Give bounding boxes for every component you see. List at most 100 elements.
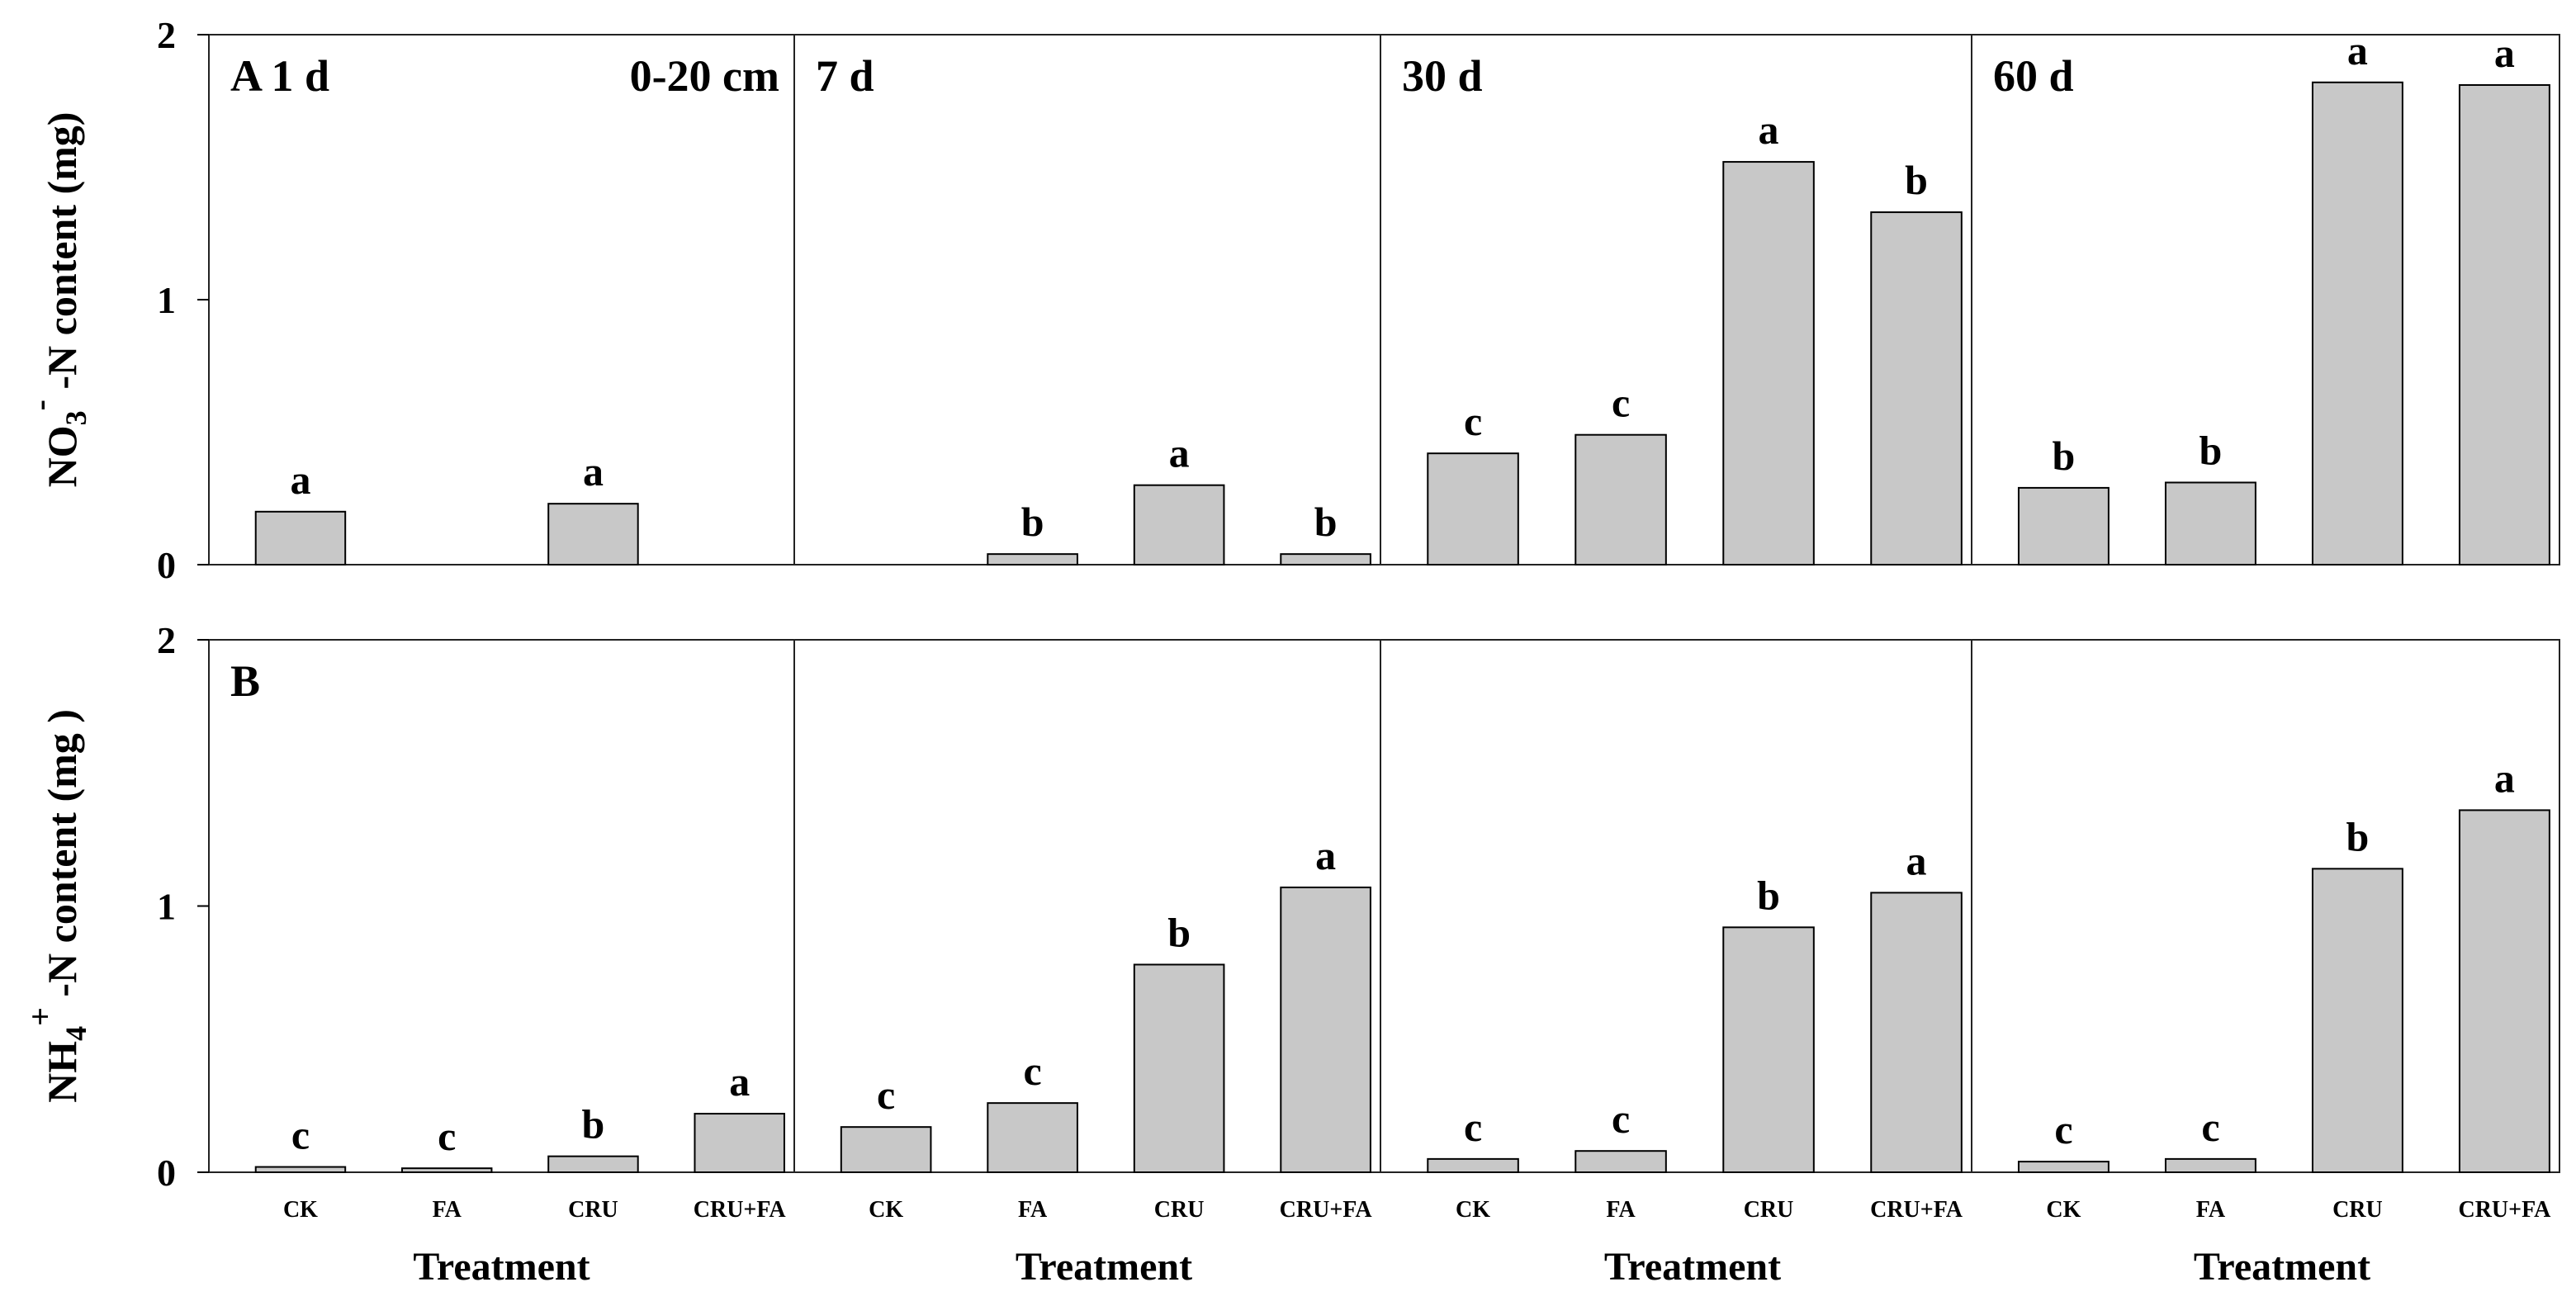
bar	[2311, 868, 2403, 1173]
bar	[1280, 886, 1371, 1174]
significance-letter: c	[1612, 380, 1630, 426]
bars	[254, 81, 2550, 1174]
significance-letter: b	[1905, 157, 1928, 203]
category-tick-label: CK	[869, 1197, 903, 1223]
bar	[987, 1102, 1078, 1174]
category-tick-label: CRU	[2332, 1197, 2383, 1223]
bar	[1280, 553, 1371, 565]
bar	[694, 1113, 785, 1174]
y-axis-label: NO3- -N content (mg)	[21, 112, 92, 488]
text-layer: 0 1 2 NO3- -N content (mg) A 1 d 0-20 cm a a 7 d…	[21, 14, 2551, 1289]
x-axis-label: Treatment	[1016, 1245, 1192, 1289]
category-tick-label: FA	[2196, 1197, 2226, 1223]
category-tick-label: CRU+FA	[694, 1197, 787, 1223]
x-axis-label: Treatment	[1604, 1245, 1781, 1289]
significance-letter: c	[438, 1113, 456, 1159]
x-axis-label: Treatment	[2194, 1245, 2370, 1289]
bar	[1870, 892, 1963, 1173]
category-tick-label: FA	[1606, 1197, 1636, 1223]
significance-letter: c	[1464, 1104, 1482, 1150]
y-axis-label-base: NO	[39, 425, 85, 487]
y-tick-label: 0	[157, 1152, 176, 1194]
y-tick-label: 1	[157, 279, 176, 321]
category-tick-label: CRU+FA	[1870, 1197, 1963, 1223]
y-axis-label-base: NH	[39, 1041, 85, 1103]
significance-letter: b	[582, 1101, 605, 1147]
x-axis-label: Treatment	[413, 1245, 590, 1289]
y-tick-label: 2	[157, 14, 176, 56]
bar	[840, 1126, 932, 1174]
bar	[2458, 809, 2550, 1174]
y-axis-label-rest: -N content (mg)	[39, 112, 85, 400]
bar	[2458, 83, 2550, 566]
bar	[2017, 1161, 2110, 1173]
bar	[1574, 1150, 1667, 1173]
category-tick-label: CK	[283, 1197, 318, 1223]
bar	[547, 503, 639, 565]
category-tick-label: CRU	[568, 1197, 618, 1223]
bar	[1722, 926, 1815, 1174]
category-tick-label: FA	[433, 1197, 462, 1223]
significance-letter: a	[1759, 106, 1779, 153]
subplot-title: B	[230, 656, 260, 706]
bar	[1427, 1157, 1519, 1173]
significance-letter: c	[1612, 1095, 1630, 1142]
subplot-frame	[793, 34, 1381, 565]
y-tick-label: 2	[157, 619, 176, 661]
category-tick-label: CRU	[1154, 1197, 1205, 1223]
y-axis-label-sup: +	[21, 1007, 59, 1026]
category-tick-label: CK	[1456, 1197, 1490, 1223]
significance-letter: b	[2200, 427, 2223, 473]
significance-letter: b	[1314, 499, 1338, 545]
subplot-frame	[1971, 34, 2560, 565]
bar	[254, 1166, 347, 1174]
subplot-title: 7 d	[816, 51, 874, 101]
significance-letter: a	[1169, 430, 1190, 476]
significance-letter: a	[583, 448, 604, 494]
bar	[400, 1167, 493, 1173]
bar	[547, 1155, 639, 1174]
significance-letter: a	[729, 1058, 750, 1105]
significance-letter: a	[1315, 832, 1336, 878]
significance-letter: a	[2494, 30, 2515, 76]
significance-letter: b	[1167, 909, 1191, 955]
category-tick-label: CRU	[1744, 1197, 1794, 1223]
bar	[987, 553, 1078, 565]
category-tick-label: CRU+FA	[2458, 1197, 2551, 1223]
y-axis-label-sup: -	[21, 400, 59, 410]
significance-letter: b	[2346, 813, 2370, 859]
significance-letter: c	[877, 1072, 895, 1118]
subplot-title: 60 d	[1993, 51, 2074, 101]
y-tick-label: 1	[157, 886, 176, 928]
significance-letter: c	[2201, 1104, 2219, 1150]
significance-letter: b	[2053, 433, 2076, 479]
significance-letter: b	[1021, 499, 1044, 545]
bar	[2017, 486, 2110, 565]
significance-letter: c	[2054, 1106, 2072, 1152]
bar	[1870, 211, 1963, 565]
category-tick-label: CK	[2046, 1197, 2081, 1223]
bar	[1133, 963, 1225, 1173]
significance-letter: c	[1464, 398, 1482, 444]
category-tick-label: FA	[1018, 1197, 1048, 1223]
y-tick-label: 0	[157, 544, 176, 586]
subplot-title: A 1 d	[230, 51, 329, 101]
y-axis-label: NH4+ -N content (mg )	[21, 709, 92, 1103]
bar	[1722, 161, 1815, 566]
y-axis-label-rest: -N content (mg )	[39, 709, 85, 1007]
category-tick-label: CRU+FA	[1280, 1197, 1373, 1223]
subplot-frame	[1971, 639, 2560, 1173]
significance-letter: a	[1906, 837, 1927, 883]
significance-letter: a	[290, 457, 310, 503]
significance-letter: b	[1757, 872, 1780, 918]
bar	[1574, 433, 1667, 566]
significance-letter: c	[1024, 1048, 1042, 1094]
bar	[2164, 481, 2256, 565]
subplot-frame	[208, 639, 795, 1173]
subplot-title: 30 d	[1402, 51, 1483, 101]
bar	[2164, 1157, 2256, 1173]
significance-letter: a	[2494, 755, 2515, 801]
y-axis-label-sub: 4	[59, 1026, 92, 1041]
